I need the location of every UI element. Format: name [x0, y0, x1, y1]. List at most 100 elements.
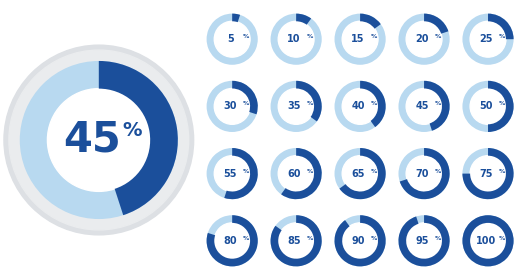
Wedge shape: [398, 215, 450, 266]
Text: 15: 15: [352, 34, 365, 44]
Wedge shape: [206, 148, 258, 199]
Wedge shape: [270, 215, 322, 266]
Wedge shape: [424, 81, 450, 131]
Text: 50: 50: [479, 101, 493, 111]
Wedge shape: [462, 215, 514, 266]
Text: 65: 65: [352, 169, 365, 179]
Wedge shape: [462, 14, 514, 65]
Circle shape: [470, 88, 506, 124]
Circle shape: [4, 45, 193, 235]
Wedge shape: [488, 81, 514, 132]
Wedge shape: [270, 14, 322, 65]
Circle shape: [470, 156, 506, 192]
Text: 10: 10: [288, 34, 301, 44]
Circle shape: [406, 156, 442, 192]
Text: %: %: [434, 169, 440, 174]
Wedge shape: [296, 81, 322, 122]
Text: %: %: [306, 34, 313, 39]
Text: %: %: [370, 169, 376, 174]
Circle shape: [278, 88, 314, 124]
Text: 80: 80: [223, 236, 237, 246]
Text: %: %: [306, 169, 313, 174]
Text: 30: 30: [224, 101, 237, 111]
Text: 55: 55: [224, 169, 237, 179]
Text: 45: 45: [415, 101, 429, 111]
Wedge shape: [20, 61, 178, 219]
Circle shape: [214, 21, 250, 57]
Wedge shape: [398, 81, 450, 132]
Wedge shape: [334, 215, 386, 266]
Text: 40: 40: [352, 101, 365, 111]
Text: %: %: [306, 101, 313, 106]
Wedge shape: [232, 14, 240, 22]
Wedge shape: [462, 148, 514, 199]
Wedge shape: [400, 148, 450, 199]
Wedge shape: [334, 148, 386, 199]
Text: %: %: [434, 101, 440, 106]
Circle shape: [278, 21, 314, 57]
Wedge shape: [270, 81, 322, 132]
Wedge shape: [334, 215, 386, 266]
Circle shape: [406, 21, 442, 57]
Wedge shape: [270, 215, 322, 266]
Wedge shape: [206, 215, 258, 266]
Wedge shape: [334, 14, 386, 65]
Circle shape: [342, 21, 378, 57]
Wedge shape: [398, 148, 450, 199]
Text: 70: 70: [415, 169, 429, 179]
Wedge shape: [488, 14, 514, 39]
Text: %: %: [242, 236, 249, 241]
Wedge shape: [206, 215, 258, 266]
Text: 35: 35: [288, 101, 301, 111]
Circle shape: [470, 223, 506, 259]
Text: 100: 100: [476, 236, 496, 246]
Wedge shape: [206, 81, 258, 132]
Wedge shape: [281, 148, 322, 199]
Text: %: %: [242, 101, 249, 106]
Text: %: %: [306, 236, 313, 241]
Circle shape: [406, 88, 442, 124]
Circle shape: [342, 156, 378, 192]
Circle shape: [9, 50, 189, 230]
Wedge shape: [270, 148, 322, 199]
Text: 60: 60: [288, 169, 301, 179]
Circle shape: [406, 223, 442, 259]
Text: 75: 75: [479, 169, 493, 179]
Circle shape: [342, 88, 378, 124]
Text: %: %: [370, 34, 376, 39]
Text: %: %: [242, 34, 249, 39]
Wedge shape: [424, 14, 448, 34]
Text: 85: 85: [287, 236, 301, 246]
Wedge shape: [206, 14, 258, 65]
Wedge shape: [334, 81, 386, 132]
Wedge shape: [462, 215, 514, 266]
Wedge shape: [296, 14, 311, 25]
Text: %: %: [370, 101, 376, 106]
Text: %: %: [498, 169, 504, 174]
Wedge shape: [462, 148, 514, 199]
Wedge shape: [232, 81, 258, 114]
Text: 25: 25: [479, 34, 493, 44]
Text: %: %: [242, 169, 249, 174]
Wedge shape: [398, 14, 450, 65]
Text: 20: 20: [415, 34, 429, 44]
Circle shape: [470, 21, 506, 57]
Wedge shape: [224, 148, 258, 199]
Circle shape: [278, 223, 314, 259]
Text: %: %: [498, 236, 504, 241]
Circle shape: [342, 223, 378, 259]
Text: %: %: [498, 34, 504, 39]
Text: %: %: [498, 101, 504, 106]
Text: %: %: [370, 236, 376, 241]
Circle shape: [214, 156, 250, 192]
Text: 90: 90: [352, 236, 365, 246]
Circle shape: [278, 156, 314, 192]
Wedge shape: [398, 215, 450, 266]
Text: %: %: [434, 34, 440, 39]
Text: 5: 5: [227, 34, 233, 44]
Text: %: %: [123, 121, 142, 140]
Text: 95: 95: [415, 236, 429, 246]
Wedge shape: [462, 81, 514, 132]
Text: 45: 45: [63, 119, 121, 161]
Text: %: %: [434, 236, 440, 241]
